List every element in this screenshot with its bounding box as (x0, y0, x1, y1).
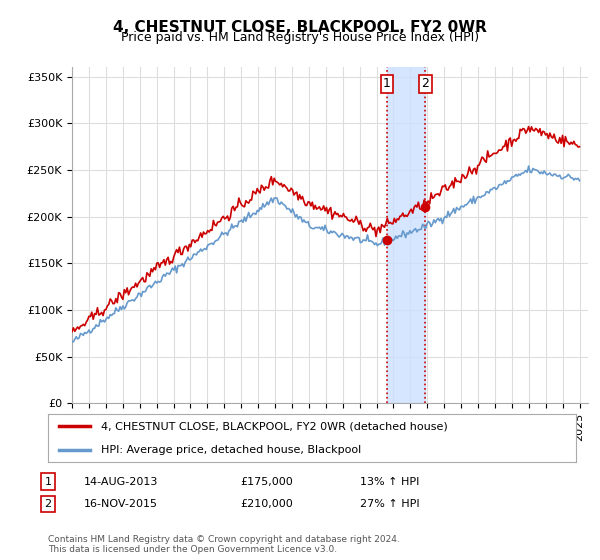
Text: Price paid vs. HM Land Registry's House Price Index (HPI): Price paid vs. HM Land Registry's House … (121, 31, 479, 44)
Text: 27% ↑ HPI: 27% ↑ HPI (360, 499, 419, 509)
Text: 2: 2 (421, 77, 429, 90)
Text: 4, CHESTNUT CLOSE, BLACKPOOL, FY2 0WR: 4, CHESTNUT CLOSE, BLACKPOOL, FY2 0WR (113, 20, 487, 35)
Bar (387, 67, 425, 403)
Text: £175,000: £175,000 (240, 477, 293, 487)
Text: 16-NOV-2015: 16-NOV-2015 (84, 499, 158, 509)
Text: £210,000: £210,000 (240, 499, 293, 509)
Text: HPI: Average price, detached house, Blackpool: HPI: Average price, detached house, Blac… (101, 445, 361, 455)
Text: 1: 1 (383, 77, 391, 90)
Text: 13% ↑ HPI: 13% ↑ HPI (360, 477, 419, 487)
Text: 4, CHESTNUT CLOSE, BLACKPOOL, FY2 0WR (detached house): 4, CHESTNUT CLOSE, BLACKPOOL, FY2 0WR (d… (101, 421, 448, 431)
Text: 14-AUG-2013: 14-AUG-2013 (84, 477, 158, 487)
Text: Contains HM Land Registry data © Crown copyright and database right 2024.
This d: Contains HM Land Registry data © Crown c… (48, 535, 400, 554)
Text: 2: 2 (44, 499, 52, 509)
Text: 1: 1 (44, 477, 52, 487)
